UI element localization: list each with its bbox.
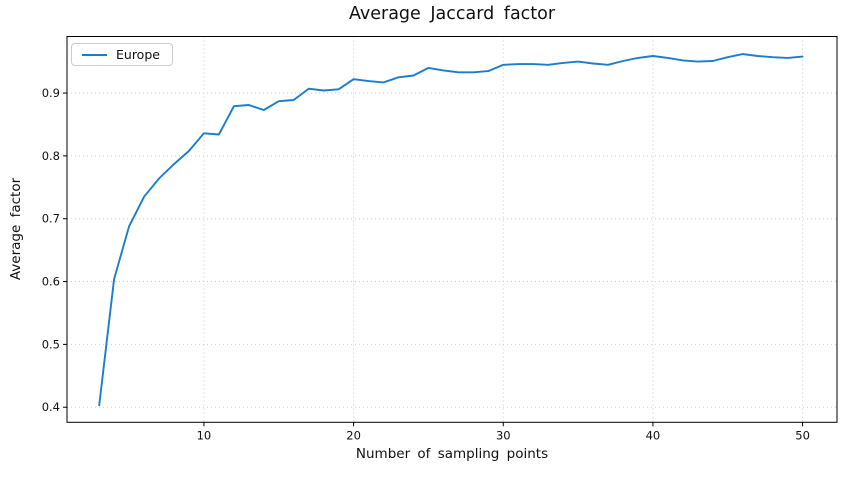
y-tick-label: 0.7 (42, 212, 60, 226)
x-tick-label: 20 (346, 428, 361, 442)
x-tick-label: 10 (197, 428, 212, 442)
x-tick-label: 40 (646, 428, 661, 442)
series-line-europe (98, 53, 804, 407)
y-tick-label: 0.6 (42, 275, 60, 289)
x-axis-label: Number of sampling points (355, 446, 549, 462)
y-tick-label: 0.5 (42, 337, 60, 351)
legend: Europe (71, 43, 173, 66)
y-tick-label: 0.4 (42, 400, 60, 414)
y-tick-label: 0.8 (42, 149, 60, 163)
y-tick-label: 0.9 (42, 86, 60, 100)
y-axis-label: Average factor (8, 177, 24, 281)
x-tick-label: 30 (496, 428, 511, 442)
plot-spines (66, 36, 838, 423)
chart-title: Average Jaccard factor (348, 4, 556, 24)
x-tick-label: 50 (795, 428, 810, 442)
legend-line-sample (82, 53, 107, 56)
legend-label: Europe (116, 47, 160, 62)
